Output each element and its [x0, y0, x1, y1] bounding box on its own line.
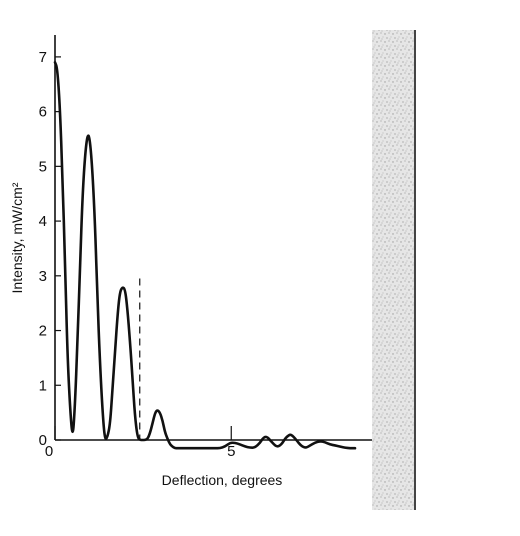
y-tick-label: 1 — [39, 377, 47, 394]
y-tick-label: 3 — [39, 268, 47, 285]
y-tick-label: 0 — [39, 432, 47, 449]
gray-texture-strip — [372, 30, 416, 510]
y-tick-label: 5 — [39, 158, 47, 175]
intensity-curve — [53, 61, 357, 450]
y-axis-label: Intensity, mW/cm² — [9, 182, 25, 293]
y-tick-label: 4 — [39, 213, 47, 230]
y-tick-label: 7 — [39, 49, 47, 66]
y-tick-label: 2 — [39, 323, 47, 340]
x-tick-label: 5 — [227, 443, 235, 460]
x-tick-label: 0 — [45, 443, 53, 460]
x-axis-label: Deflection, degrees — [162, 472, 283, 488]
y-tick-label: 6 — [39, 104, 47, 121]
plot-area — [53, 61, 357, 450]
y-axis-ticks: 0 1 2 3 4 5 6 7 — [39, 49, 61, 449]
